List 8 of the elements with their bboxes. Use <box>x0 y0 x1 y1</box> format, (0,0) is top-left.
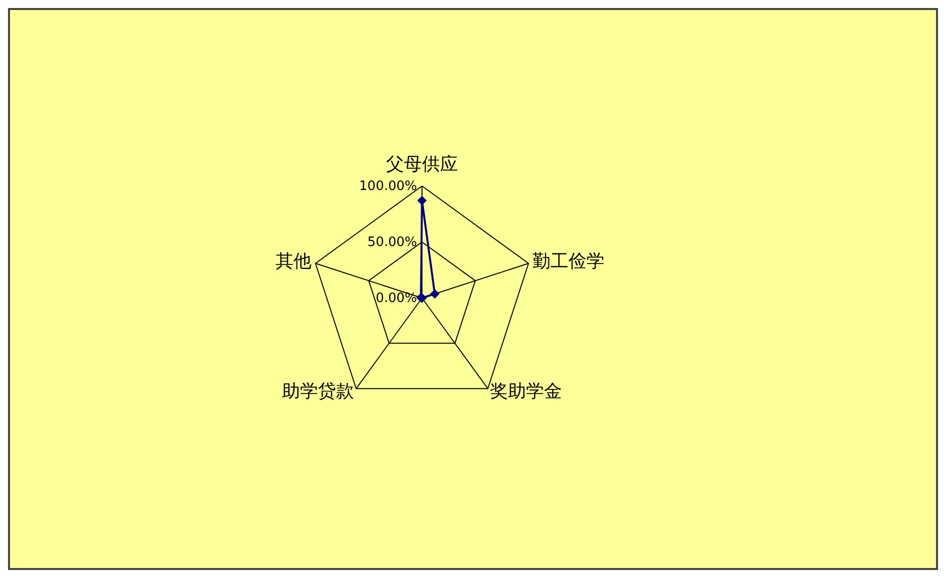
spoke-label: 其他 <box>276 251 312 272</box>
spoke-label: 助学贷款 <box>282 380 354 402</box>
spoke-label: 父母供应 <box>386 154 458 175</box>
y-tick-label: 0.00% <box>376 291 417 306</box>
spoke-label: 奖助学金 <box>490 380 562 402</box>
y-tick-label: 100.00% <box>359 179 417 194</box>
spoke-label: 勤工俭学 <box>532 251 604 272</box>
y-tick-label: 50.00% <box>367 235 417 250</box>
